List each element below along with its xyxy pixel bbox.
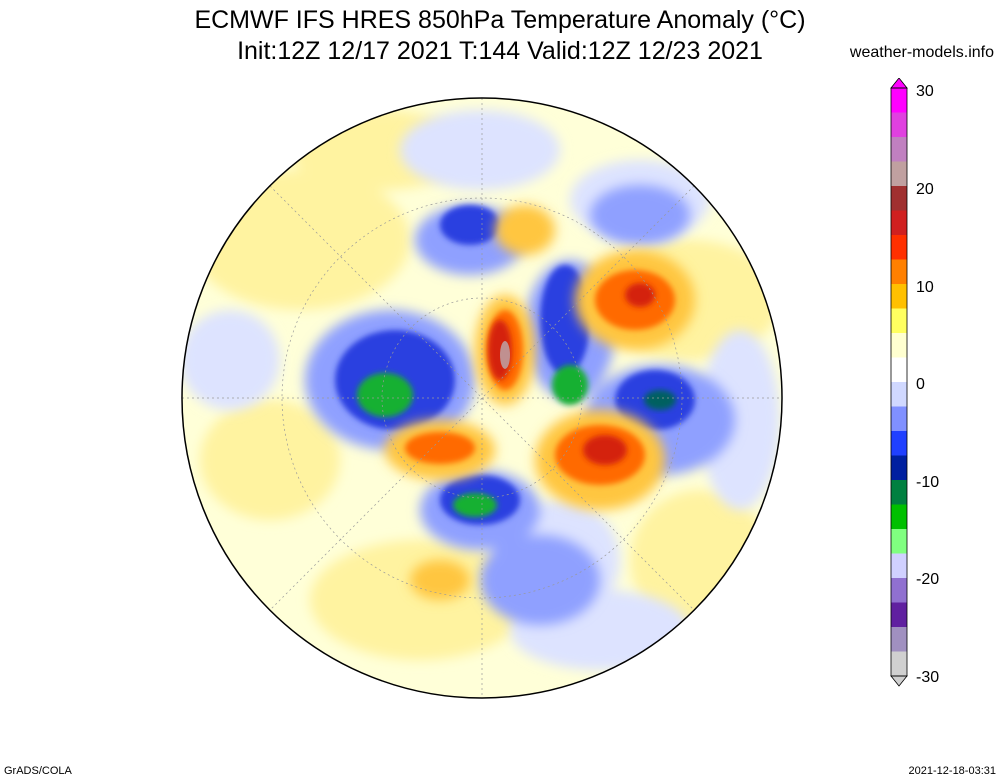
colorbar-segment <box>891 602 907 628</box>
colorbar-segment <box>891 431 907 456</box>
colorbar-lower-arrow <box>890 675 908 687</box>
colorbar-segment <box>891 235 907 260</box>
anomaly-field <box>182 98 782 698</box>
map-boundary <box>181 97 783 699</box>
colorbar-segment <box>891 284 907 309</box>
source-site-label: weather-models.info <box>849 44 994 61</box>
colorbar-tick: -10 <box>916 474 940 491</box>
colorbar <box>890 78 908 687</box>
colorbar-tick: 20 <box>916 181 934 198</box>
colorbar-segment <box>891 259 907 285</box>
map-subtitle: Init:12Z 12/17 2021 T:144 Valid:12Z 12/2… <box>237 37 763 65</box>
colorbar-segment <box>891 357 907 383</box>
footer-software-label: GrADS/COLA <box>4 765 72 777</box>
colorbar-segment <box>891 529 907 554</box>
colorbar-tick: 10 <box>916 279 934 296</box>
footer-timestamp: 2021-12-18-03:31 <box>908 765 996 777</box>
colorbar-segment <box>891 578 907 603</box>
colorbar-segment <box>891 382 907 407</box>
colorbar-segment <box>891 504 907 530</box>
graticule <box>182 98 782 698</box>
colorbar-segment <box>891 137 907 162</box>
cold-anomalies <box>305 185 735 625</box>
colorbar-segment <box>891 333 907 358</box>
colorbar-segment <box>891 627 907 652</box>
colorbar-segment <box>891 161 907 187</box>
colorbar-segment <box>891 88 907 113</box>
colorbar-tick: 0 <box>916 376 925 393</box>
colorbar-segment <box>891 480 907 505</box>
colorbar-segment <box>891 553 907 579</box>
colorbar-segment <box>891 308 907 334</box>
colorbar-tick: 30 <box>916 83 934 100</box>
colorbar-segment <box>891 455 907 481</box>
colorbar-segment <box>891 651 907 677</box>
warm-anomalies <box>385 205 695 600</box>
colorbar-tick: -20 <box>916 571 940 588</box>
colorbar-tick: -30 <box>916 669 940 686</box>
colorbar-upper-arrow <box>890 78 908 89</box>
colorbar-segment <box>891 210 907 236</box>
polar-map <box>181 97 783 699</box>
map-title: ECMWF IFS HRES 850hPa Temperature Anomal… <box>194 6 806 34</box>
colorbar-segment <box>891 186 907 211</box>
colorbar-segment <box>891 112 907 138</box>
colorbar-segment <box>891 406 907 432</box>
